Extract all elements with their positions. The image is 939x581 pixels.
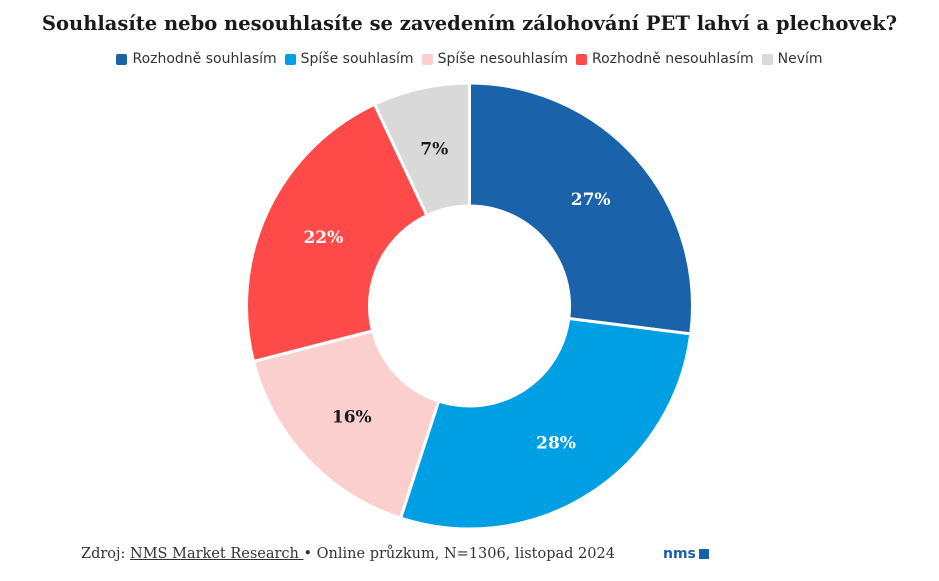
slice-value-label: 16% bbox=[332, 408, 372, 428]
legend-swatch bbox=[421, 53, 433, 65]
legend-swatch bbox=[116, 53, 128, 65]
legend-label: Nevím bbox=[777, 51, 823, 67]
logo-text: nms bbox=[663, 546, 696, 562]
legend-label: Rozhodně souhlasím bbox=[132, 51, 277, 67]
legend-swatch bbox=[284, 53, 296, 65]
legend-label: Spíše nesouhlasím bbox=[437, 51, 568, 67]
donut-slice[interactable] bbox=[251, 329, 441, 520]
legend-label: Spíše souhlasím bbox=[300, 51, 414, 67]
legend-label: Rozhodně nesouhlasím bbox=[591, 51, 754, 67]
legend: Rozhodně souhlasím Spíše souhlasím Spíše n… bbox=[0, 51, 939, 67]
footer-details: • Online průzkum, N=1306, listopad 2024 bbox=[303, 546, 615, 562]
slice-value-label: 28% bbox=[536, 433, 576, 453]
nms-logo: nms bbox=[663, 546, 709, 562]
donut-slice[interactable] bbox=[398, 316, 693, 531]
legend-swatch bbox=[575, 53, 587, 65]
source-footer: Zdroj: NMS Market Research • Online průz… bbox=[81, 546, 615, 562]
donut-slice[interactable] bbox=[468, 81, 694, 336]
donut-slice[interactable] bbox=[245, 102, 429, 364]
footer-prefix: Zdroj: bbox=[81, 546, 131, 562]
legend-item[interactable]: Spíše souhlasím bbox=[284, 51, 414, 67]
legend-item[interactable]: Rozhodně nesouhlasím bbox=[575, 51, 754, 67]
legend-swatch bbox=[761, 53, 773, 65]
legend-item[interactable]: Rozhodně souhlasím bbox=[116, 51, 277, 67]
source-link[interactable]: NMS Market Research bbox=[130, 546, 304, 562]
legend-item[interactable]: Spíše nesouhlasím bbox=[421, 51, 568, 67]
slice-value-label: 22% bbox=[303, 228, 343, 248]
legend-item[interactable]: Nevím bbox=[761, 51, 823, 67]
chart-title: Souhlasíte nebo nesouhlasíte se zavedení… bbox=[41, 12, 898, 35]
slice-value-label: 7% bbox=[420, 139, 448, 159]
logo-square-icon bbox=[698, 549, 709, 559]
slice-value-label: 27% bbox=[571, 190, 611, 210]
donut-slice[interactable] bbox=[372, 81, 471, 218]
